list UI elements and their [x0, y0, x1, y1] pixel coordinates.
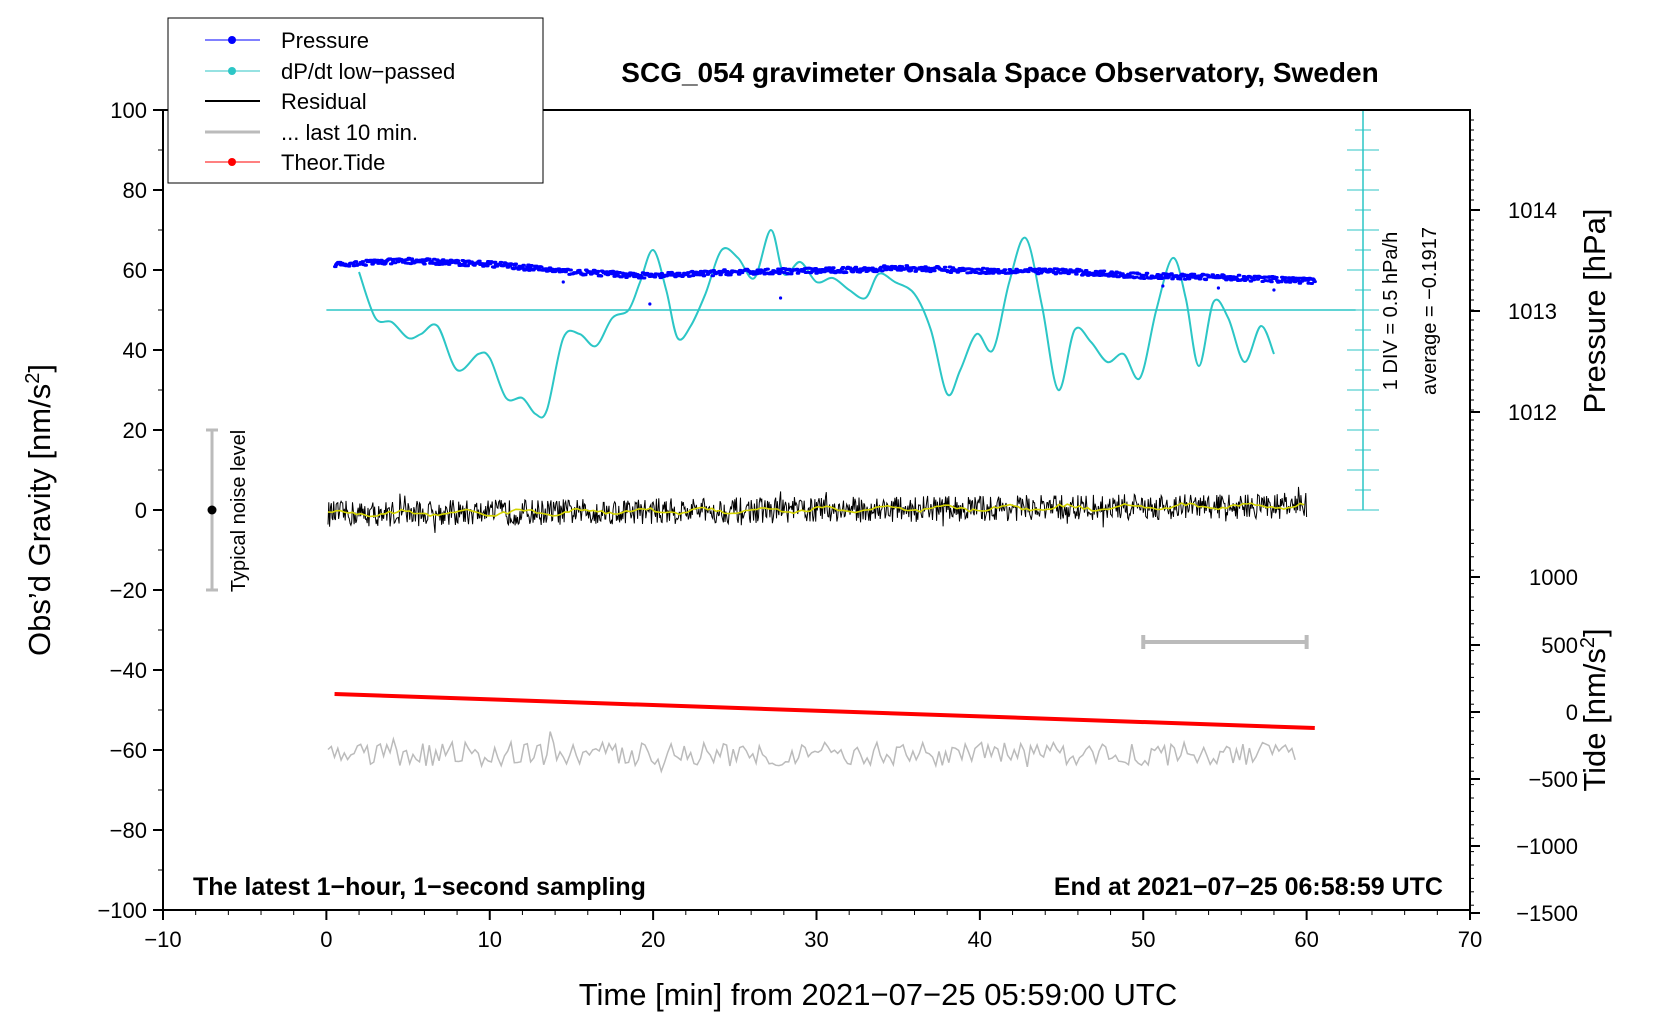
- tide-tick-label: 0: [1566, 700, 1578, 725]
- y-tick-label: 100: [110, 98, 147, 123]
- tide-tick-label: 1000: [1529, 565, 1578, 590]
- pressure-tick-label: 1013: [1508, 299, 1557, 324]
- ticks-layer: −10 0 10 20 30 40 50 60 70100806040200−20−40−60−…: [97, 98, 1578, 952]
- y-tick-label: −20: [110, 578, 147, 603]
- x-tick-label: 30: [804, 927, 828, 952]
- y-tick-label: 0: [135, 498, 147, 523]
- pressure-outlier-point: [1272, 288, 1276, 292]
- legend-item-pressure: Pressure: [205, 28, 369, 53]
- dpdt-scale-label: 1 DIV = 0.5 hPa/h: [1380, 232, 1402, 390]
- pressure-series: [333, 256, 1317, 285]
- pressure-outlier-point: [1216, 286, 1221, 290]
- legend-label-last10: ... last 10 min.: [281, 120, 418, 145]
- pressure-outlier-point: [561, 280, 565, 284]
- footer-left: The latest 1−hour, 1−second sampling: [193, 873, 646, 901]
- x-axis-label: Time [min] from 2021−07−25 05:59:00 UTC: [579, 977, 1178, 1012]
- y-tick-label: −60: [110, 738, 147, 763]
- y-tick-label: 60: [123, 258, 147, 283]
- legend-item-last10: ... last 10 min.: [205, 120, 418, 145]
- legend-item-dpdt: dP/dt low−passed: [205, 59, 455, 84]
- y-tick-label: −100: [97, 898, 147, 923]
- x-tick-label: 10: [478, 927, 502, 952]
- pressure-axis-label: Pressure [hPa]: [1577, 208, 1612, 413]
- legend-label-pressure: Pressure: [281, 28, 369, 53]
- legend-marker-dpdt: [228, 67, 236, 75]
- tide-series: [334, 692, 1315, 730]
- tide-tick-label: −1500: [1516, 901, 1578, 926]
- tide-axis-label: Tide [nm/s2]: [1577, 628, 1612, 791]
- y-tick-label: −80: [110, 818, 147, 843]
- x-tick-label: 50: [1131, 927, 1155, 952]
- y-axis-label: Obs’d Gravity [nm/s2]: [22, 364, 57, 656]
- x-tick-label: 20: [641, 927, 665, 952]
- pressure-outlier-point: [648, 302, 652, 306]
- y-tick-label: 80: [123, 178, 147, 203]
- x-tick-label: 0: [320, 927, 332, 952]
- residual-series: [327, 486, 1308, 533]
- y-tick-label: −40: [110, 658, 147, 683]
- legend-label-residual: Residual: [281, 89, 367, 114]
- last10-series: [327, 731, 1296, 774]
- legend-label-tide: Theor.Tide: [281, 150, 385, 175]
- y-tick-label: 20: [123, 418, 147, 443]
- tide-tick-label: −1000: [1516, 834, 1578, 859]
- legend-label-dpdt: dP/dt low−passed: [281, 59, 455, 84]
- y-tick-label: 40: [123, 338, 147, 363]
- noise-level-center-dot: [207, 505, 217, 515]
- legend-item-residual: Residual: [205, 89, 367, 114]
- legend-marker-pressure: [228, 36, 236, 44]
- legend: Pressure dP/dt low−passed Residual ... l…: [167, 17, 544, 184]
- footer-right: End at 2021−07−25 06:58:59 UTC: [1054, 873, 1443, 901]
- x-tick-label: −10: [144, 927, 181, 952]
- x-tick-label: 60: [1294, 927, 1318, 952]
- pressure-outlier-point: [1161, 284, 1165, 288]
- tide-tick-label: 500: [1541, 633, 1578, 658]
- pressure-outlier-point: [778, 296, 783, 300]
- legend-marker-tide: [228, 158, 236, 166]
- tide-tick-label: −500: [1528, 767, 1578, 792]
- pressure-tick-label: 1014: [1508, 198, 1557, 223]
- dpdt-average-label: average = −0.1917: [1419, 227, 1441, 395]
- residual-smoothed-series: [327, 502, 1305, 518]
- data-layer: [206, 109, 1379, 774]
- legend-item-tide: Theor.Tide: [205, 150, 385, 175]
- x-tick-label: 70: [1458, 927, 1482, 952]
- dpdt-series: [358, 228, 1275, 419]
- chart-title: SCG_054 gravimeter Onsala Space Observat…: [621, 57, 1378, 88]
- x-tick-label: 40: [968, 927, 992, 952]
- pressure-tick-label: 1012: [1508, 400, 1557, 425]
- noise-level-label: Typical noise level: [228, 430, 250, 592]
